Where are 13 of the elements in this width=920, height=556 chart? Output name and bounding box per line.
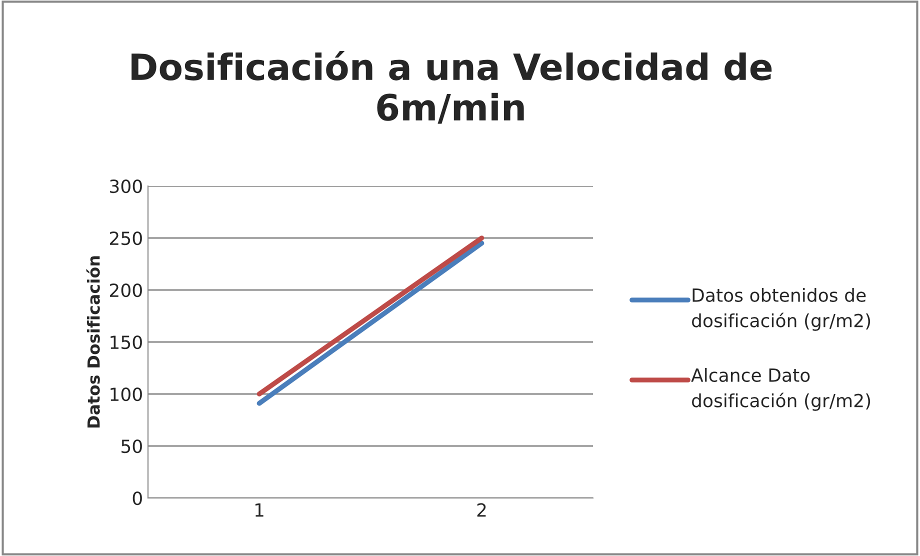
- y-tick-label: 100: [110, 387, 142, 402]
- y-tick-label: 0: [132, 491, 142, 506]
- legend-label: Datos obtenidos de dosificación (gr/m2): [692, 288, 870, 331]
- legend-label: Alcance Dato dosificación (gr/m2): [691, 368, 870, 411]
- x-tick-label: 1: [255, 503, 264, 517]
- y-tick-label: 300: [110, 179, 142, 194]
- y-tick-label: 250: [110, 231, 142, 246]
- y-axis-title: Datos Dosificación: [86, 256, 100, 428]
- y-tick-label: 50: [122, 439, 142, 454]
- y-tick-label: 200: [110, 283, 142, 298]
- y-tick-label: 150: [110, 335, 142, 350]
- x-tick-label: 2: [477, 503, 486, 517]
- chart-title: Dosificación a una Velocidad de 6m/min: [132, 51, 772, 124]
